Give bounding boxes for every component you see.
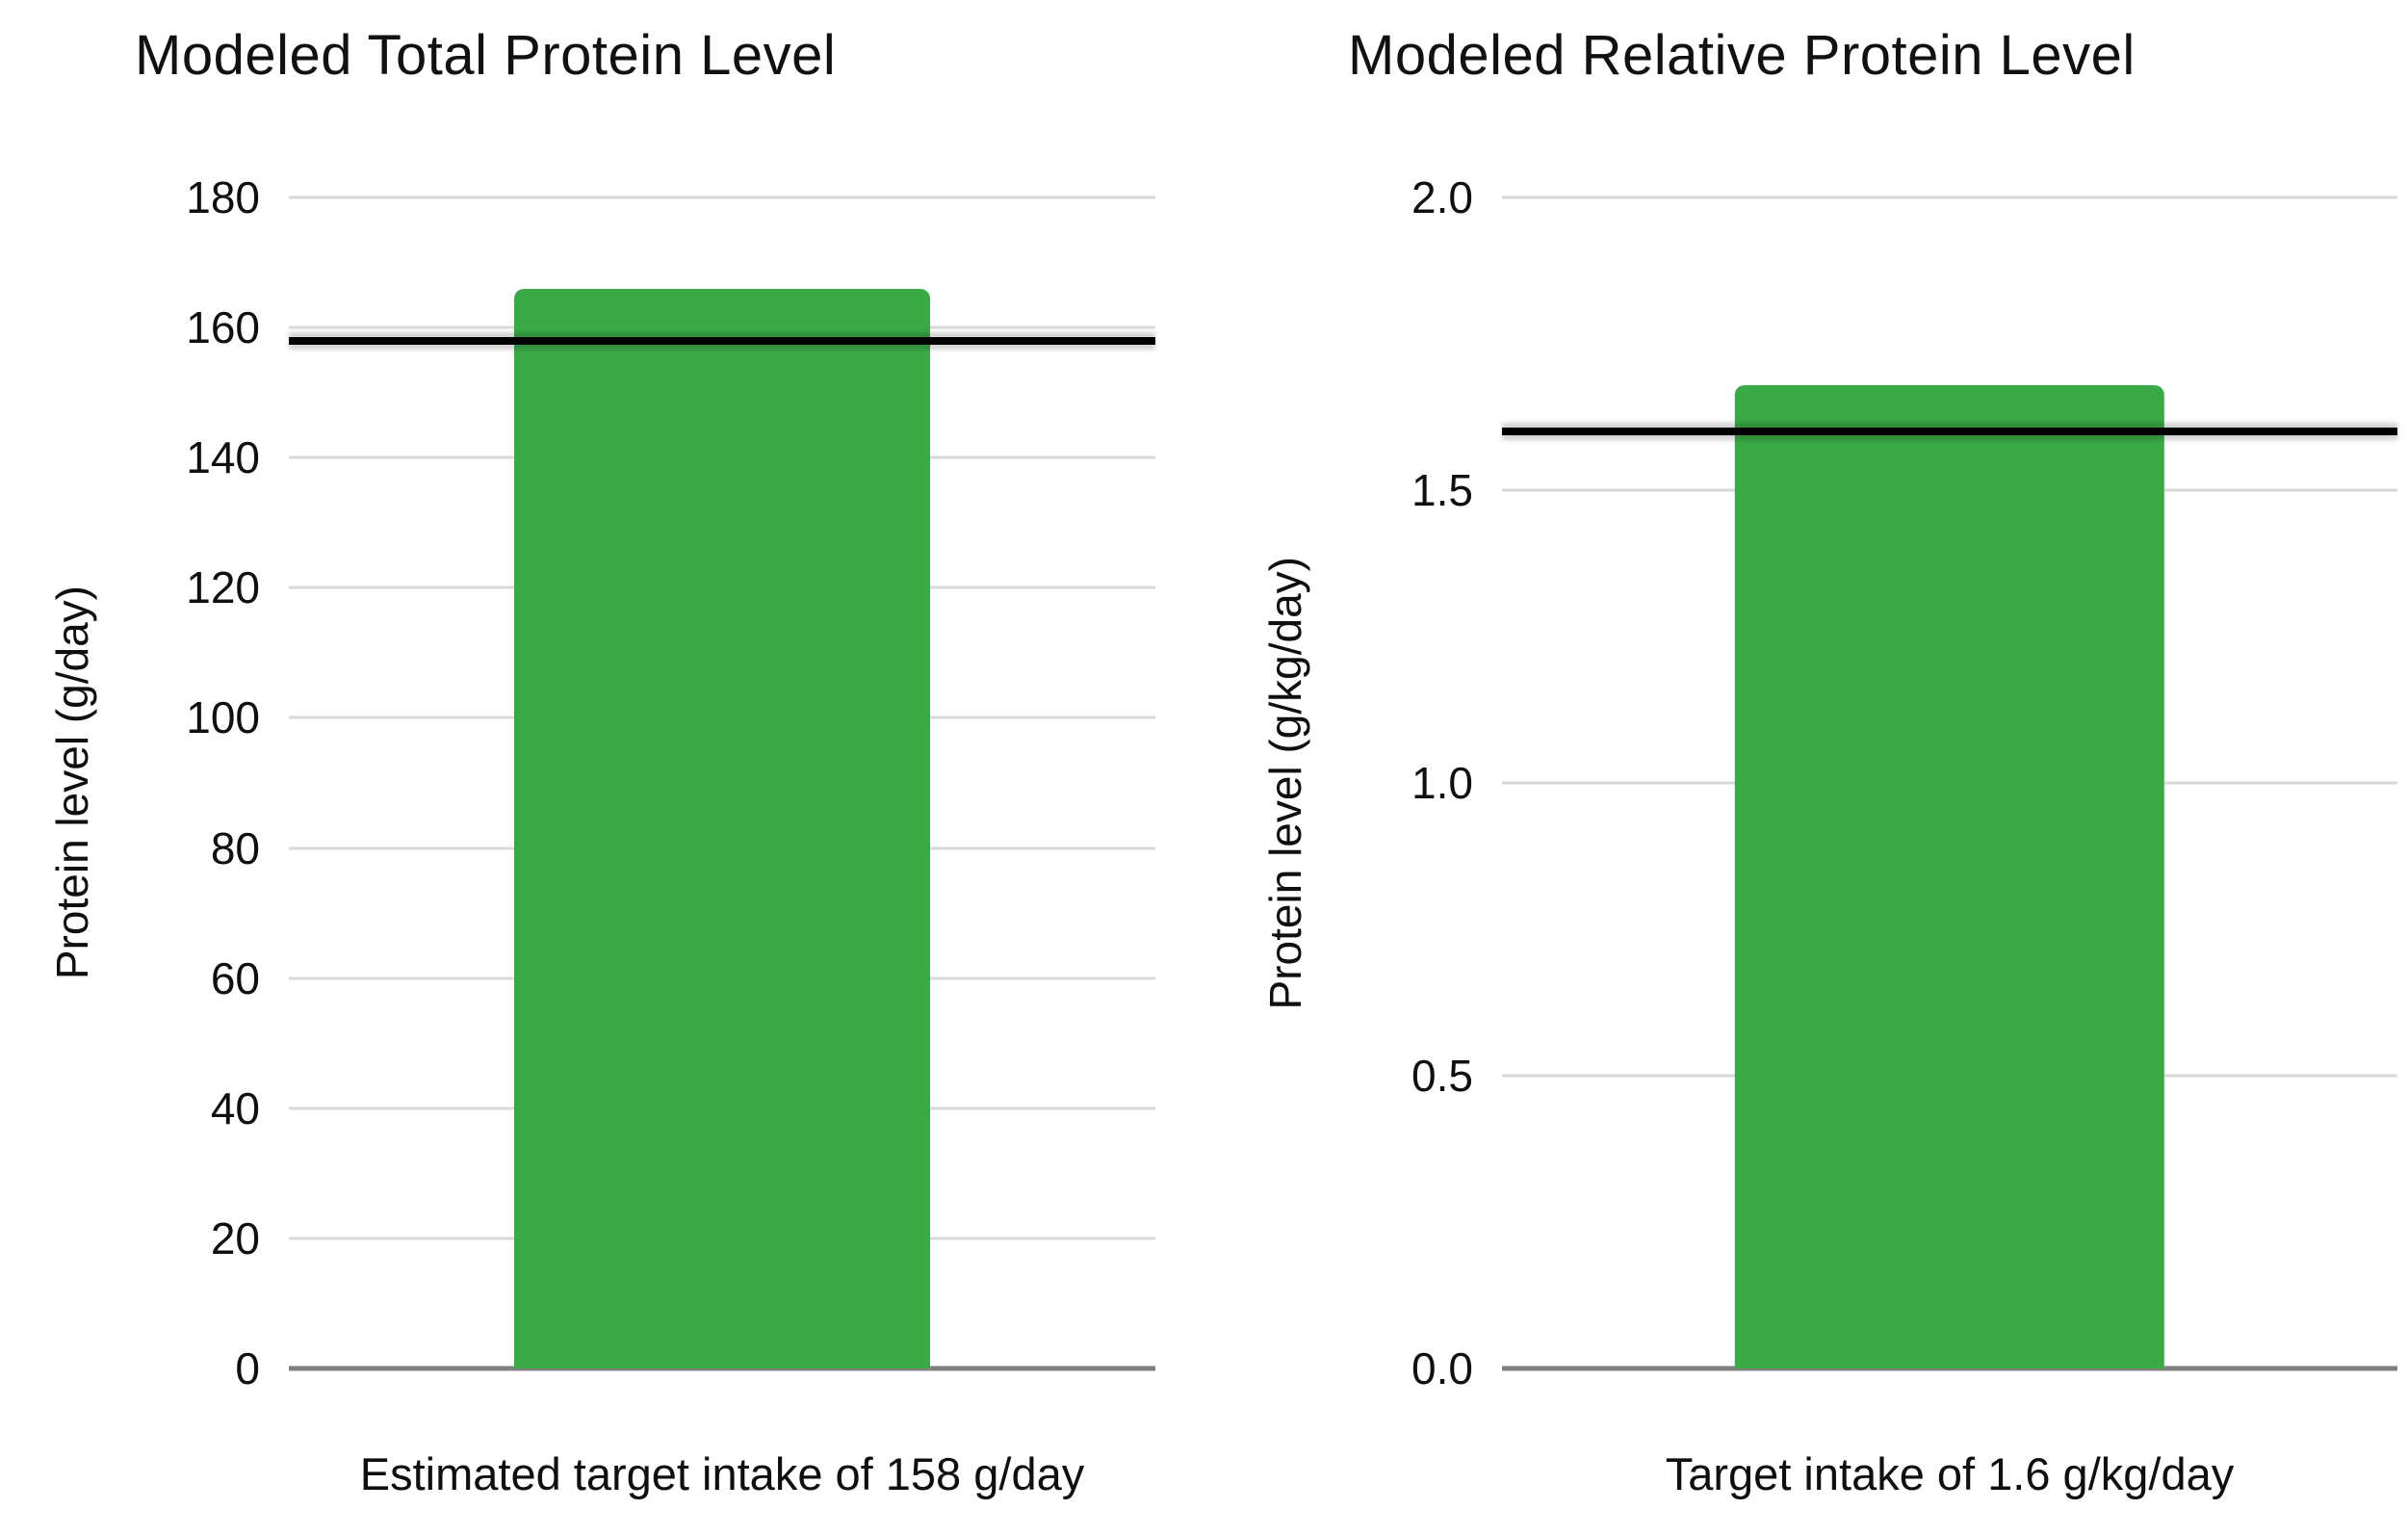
y-tick-label: 1.0 [1411, 758, 1473, 808]
y-tick-label: 60 [210, 952, 260, 1003]
y-ticks: 0.0 0.5 1.0 1.5 2.0 [1329, 175, 1502, 1391]
y-tick-label: 0.0 [1411, 1343, 1473, 1393]
y-tick-label: 180 [186, 172, 260, 222]
plot-area [289, 195, 1155, 1371]
y-tick-label: 140 [186, 432, 260, 483]
target-intake-line [1502, 428, 2397, 436]
y-tick-label: 0 [235, 1343, 260, 1393]
y-ticks: 0 20 40 60 80 100 120 140 160 180 [116, 175, 289, 1391]
x-axis-line [1502, 1366, 2397, 1371]
protein-bar [1734, 384, 2165, 1368]
protein-bar [514, 288, 930, 1368]
y-tick-label: 2.0 [1411, 172, 1473, 222]
y-axis-label-column: Protein level (g/day) [29, 197, 116, 1368]
y-tick-label: 40 [210, 1082, 260, 1133]
gridline [1502, 195, 2397, 199]
gridline [289, 195, 1155, 199]
y-tick-label: 0.5 [1411, 1051, 1473, 1101]
protein-charts-page: Modeled Total Protein Level Protein leve… [29, 21, 2397, 1500]
target-intake-line [289, 336, 1155, 345]
y-tick-label: 100 [186, 692, 260, 743]
x-axis-label: Target intake of 1.6 g/kg/day [1665, 1448, 2235, 1499]
y-axis-label-column: Protein level (g/kg/day) [1242, 197, 1329, 1368]
x-axis-label: Estimated target intake of 158 g/day [359, 1448, 1085, 1499]
y-axis-label: Protein level (g/day) [47, 586, 97, 980]
y-tick-label: 160 [186, 302, 260, 353]
y-tick-label: 80 [210, 822, 260, 873]
y-tick-label: 120 [186, 562, 260, 613]
y-tick-label: 20 [210, 1212, 260, 1263]
y-tick-label: 1.5 [1411, 465, 1473, 515]
total-protein-chart: Modeled Total Protein Level Protein leve… [29, 21, 1155, 1500]
x-axis-line [289, 1366, 1155, 1371]
plot-area [1502, 195, 2397, 1371]
chart-title: Modeled Total Protein Level [135, 24, 837, 87]
y-axis-label: Protein level (g/kg/day) [1260, 556, 1310, 1010]
chart-title: Modeled Relative Protein Level [1348, 24, 2136, 87]
relative-protein-chart: Modeled Relative Protein Level Protein l… [1242, 21, 2397, 1500]
